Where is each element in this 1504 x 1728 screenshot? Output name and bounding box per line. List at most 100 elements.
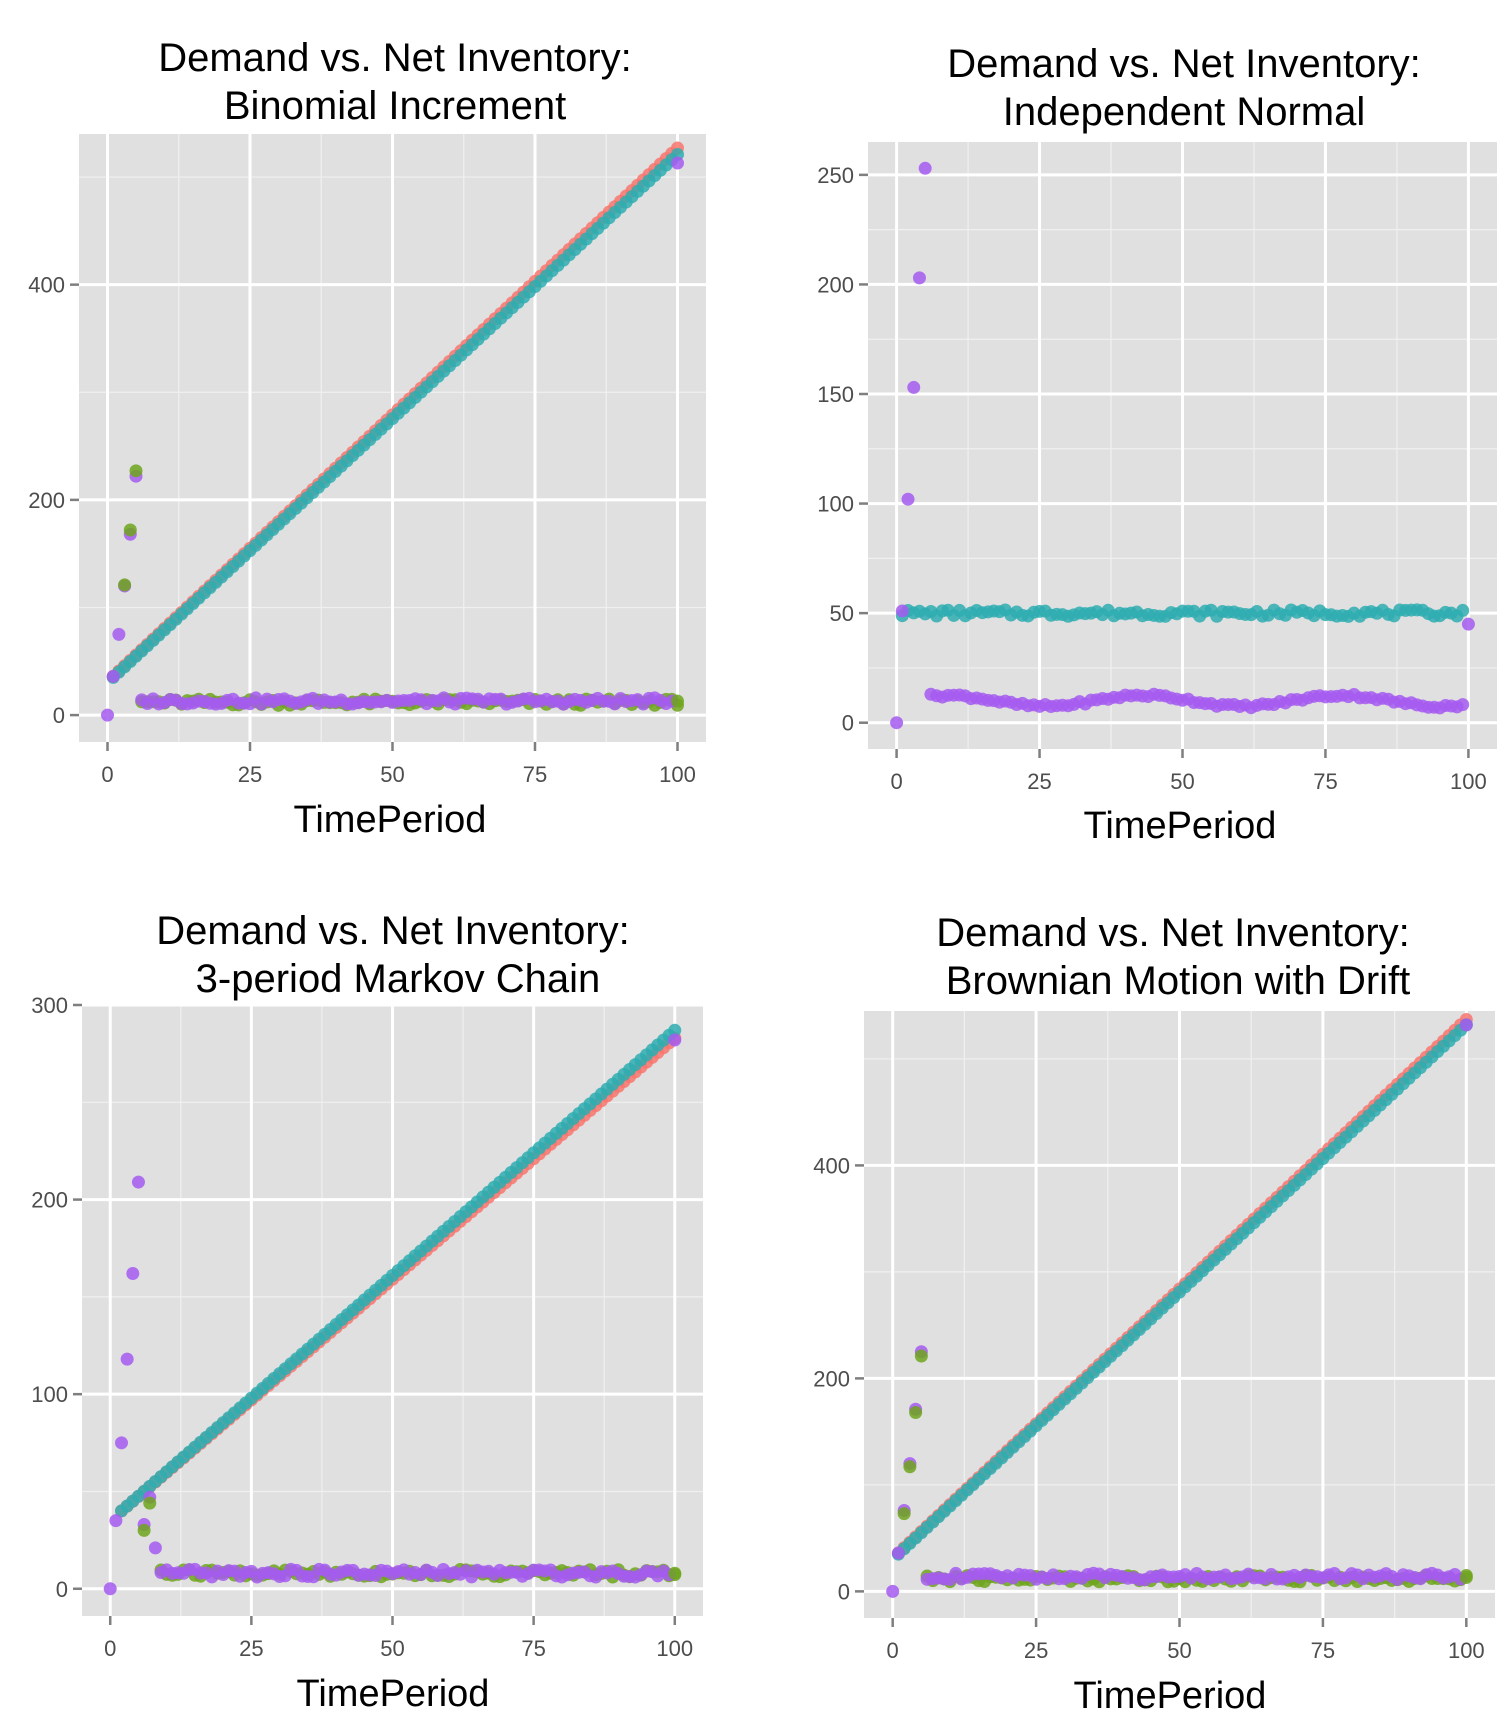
data-point	[890, 716, 904, 730]
data-point	[131, 1175, 145, 1189]
y-tick-label: 0	[53, 703, 65, 728]
y-tick-label: 400	[28, 273, 65, 298]
data-point	[103, 1582, 117, 1596]
data-point	[668, 1033, 682, 1047]
data-point	[1459, 1571, 1473, 1585]
data-point	[118, 578, 132, 592]
panel-title-line2: 3-period Markov Chain	[196, 957, 601, 1001]
y-tick-label: 0	[56, 1577, 68, 1602]
panel-3-period-markov-chain: 0 25 50 75 100 0 100 200 300 Demand vs. Net Inve…	[31, 909, 703, 1715]
y-tick-label: 400	[813, 1153, 850, 1178]
data-point	[668, 1566, 682, 1580]
y-tick-label: 0	[842, 711, 854, 736]
data-point	[671, 156, 684, 170]
data-point	[112, 627, 126, 641]
data-point	[123, 523, 137, 537]
data-point	[668, 1023, 682, 1037]
plot-area: 0 25 50 75 100 0 50 100 150 200 250	[817, 142, 1497, 794]
x-tick-label: 75	[1311, 1638, 1335, 1663]
y-tick-label: 200	[31, 1188, 68, 1213]
series-purple	[154, 1562, 676, 1584]
data-point	[1461, 617, 1475, 631]
y-tick-label: 0	[838, 1579, 850, 1604]
y-tick-label: 200	[28, 488, 65, 513]
x-tick-label: 25	[1027, 769, 1051, 794]
series-green	[118, 464, 684, 708]
series-teal	[891, 1018, 1473, 1561]
data-point	[671, 694, 684, 708]
panel-independent-normal: 0 25 50 75 100 0 50 100 150 200 250 Demand vs. Net…	[817, 42, 1497, 847]
y-tick-label: 100	[817, 492, 854, 517]
data-point	[1456, 698, 1470, 712]
panel-binomial-increment: 0 25 50 75 100 0 200 400 Demand vs. Net Invento…	[28, 36, 706, 841]
data-point	[126, 1267, 140, 1281]
x-tick-label: 50	[1167, 1638, 1191, 1663]
panel-title-line1: Demand vs. Net Inventory:	[156, 909, 630, 953]
data-point	[914, 1349, 928, 1363]
x-tick-label: 100	[1450, 769, 1487, 794]
x-tick-label: 0	[887, 1638, 899, 1663]
data-point	[137, 1523, 151, 1537]
data-point	[909, 1405, 923, 1419]
data-point	[1459, 1018, 1473, 1032]
data-point	[903, 1460, 917, 1474]
x-tick-label: 50	[1170, 769, 1194, 794]
data-point	[148, 1541, 162, 1555]
panel-brownian-motion-with-drift: 0 25 50 75 100 0 200 400 Demand vs. Net Invento…	[813, 911, 1495, 1717]
data-point	[109, 1514, 123, 1528]
y-tick-label: 200	[817, 272, 854, 297]
y-tick-label: 300	[31, 993, 68, 1018]
plot-area: 0 25 50 75 100 0 200 400	[28, 134, 706, 787]
x-tick-label: 25	[239, 1636, 263, 1661]
plot-area: 0 25 50 75 100 0 100 200 300	[31, 993, 703, 1661]
panel-title-line2: Independent Normal	[1003, 90, 1365, 134]
data-point	[886, 1584, 900, 1598]
x-tick-label: 75	[521, 1636, 545, 1661]
data-point	[129, 464, 143, 478]
data-point	[143, 1496, 157, 1510]
panel-title-line2: Binomial Increment	[224, 84, 566, 128]
x-tick-label: 50	[380, 1636, 404, 1661]
data-point	[895, 604, 909, 618]
series-purple	[920, 1566, 1468, 1587]
data-point	[918, 161, 932, 175]
panel-title-line1: Demand vs. Net Inventory:	[947, 42, 1421, 86]
x-tick-label: 50	[380, 762, 404, 787]
data-point	[907, 380, 921, 394]
x-tick-label: 100	[1448, 1638, 1485, 1663]
x-axis-label: TimePeriod	[294, 799, 487, 841]
x-tick-label: 0	[101, 762, 113, 787]
series-purple	[924, 687, 1470, 715]
y-tick-label: 50	[830, 601, 854, 626]
y-tick-label: 250	[817, 163, 854, 188]
data-point	[106, 669, 120, 683]
data-point	[120, 1352, 134, 1366]
panel-title-line1: Demand vs. Net Inventory:	[936, 911, 1410, 955]
y-tick-label: 100	[31, 1382, 68, 1407]
data-point	[115, 1436, 129, 1450]
series-green	[137, 1496, 682, 1580]
x-tick-label: 75	[523, 762, 547, 787]
x-tick-label: 75	[1313, 769, 1337, 794]
data-point	[1456, 603, 1470, 617]
x-tick-label: 0	[104, 1636, 116, 1661]
data-point	[101, 708, 114, 722]
data-point	[901, 492, 915, 506]
data-point	[897, 1507, 911, 1521]
x-axis-label: TimePeriod	[1074, 1675, 1267, 1717]
x-tick-label: 0	[890, 769, 902, 794]
series-teal	[895, 603, 1470, 623]
series-purple	[103, 1033, 682, 1596]
series-purple	[135, 691, 679, 711]
x-tick-label: 25	[238, 762, 262, 787]
y-tick-label: 200	[813, 1366, 850, 1391]
series-green	[897, 1349, 1473, 1585]
plot-area: 0 25 50 75 100 0 200 400	[813, 1011, 1495, 1663]
x-tick-label: 100	[659, 762, 696, 787]
x-tick-label: 100	[656, 1636, 693, 1661]
x-axis-label: TimePeriod	[1084, 805, 1277, 847]
y-tick-label: 150	[817, 382, 854, 407]
panel-title-line2: Brownian Motion with Drift	[946, 959, 1411, 1003]
series-teal	[106, 147, 684, 684]
data-point	[912, 271, 926, 285]
